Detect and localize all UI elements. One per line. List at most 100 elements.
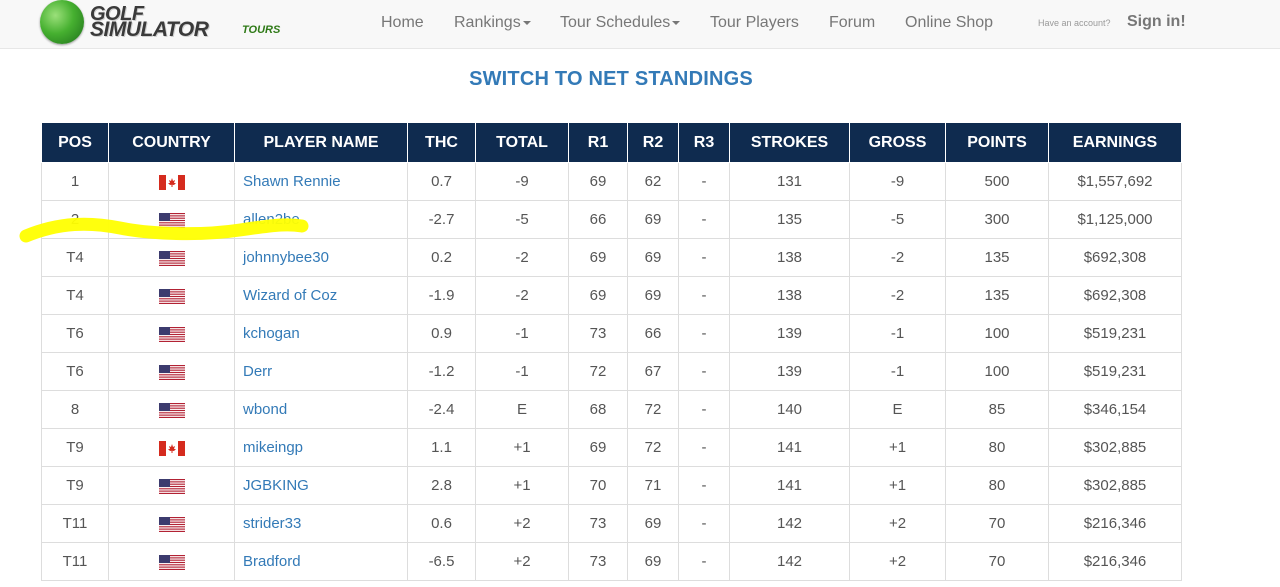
column-header-thc: THC [407, 122, 476, 163]
gross-cell: +1 [849, 428, 946, 467]
pos-cell: 8 [41, 390, 109, 429]
pos-cell: T9 [41, 428, 109, 467]
player-link[interactable]: Bradford [243, 553, 301, 570]
r1-cell: 70 [568, 466, 628, 505]
player-link[interactable]: Shawn Rennie [243, 173, 341, 190]
nav-tour-schedules-label: Tour Schedules [560, 14, 671, 31]
r3-cell: - [678, 276, 730, 315]
player-name-cell: mikeingp [234, 428, 408, 467]
table-row: 8 wbond -2.4 E 68 72-140 E 85 $346,154 [41, 390, 1182, 429]
table-row: T6 kchogan 0.9 -1 73 66-139 -1 100 $519,231 [41, 314, 1182, 353]
r1-cell: 69 [568, 162, 628, 201]
earnings-cell: $692,308 [1048, 276, 1182, 315]
usa-flag-icon [158, 288, 185, 304]
player-link[interactable]: JGBKING [243, 477, 309, 494]
player-link[interactable]: Wizard of Coz [243, 287, 338, 304]
player-name-cell: johnnybee30 [234, 238, 408, 277]
caret-down-icon [522, 20, 531, 25]
nav-home[interactable]: Home [381, 14, 424, 31]
gross-cell: E [849, 390, 946, 429]
earnings-cell: $302,885 [1048, 466, 1182, 505]
points-cell: 80 [945, 466, 1049, 505]
total-cell: E [475, 390, 569, 429]
nav-online-shop[interactable]: Online Shop [905, 14, 994, 31]
total-cell: +2 [475, 542, 569, 581]
points-cell: 85 [945, 390, 1049, 429]
country-cell [108, 428, 235, 467]
site-logo[interactable]: GOLF SIMULATOR TOURS [40, 0, 300, 46]
gross-cell: -5 [849, 200, 946, 239]
r3-cell: - [678, 390, 730, 429]
player-link[interactable]: mikeingp [243, 439, 304, 456]
r3-cell: - [678, 542, 730, 581]
gross-cell: -1 [849, 352, 946, 391]
pos-cell: 2 [41, 200, 109, 239]
points-cell: 80 [945, 428, 1049, 467]
player-link[interactable]: Derr [243, 363, 273, 380]
strokes-cell: 138 [729, 238, 850, 277]
country-cell [108, 238, 235, 277]
r3-cell: - [678, 466, 730, 505]
player-link[interactable]: strider33 [243, 515, 302, 532]
player-name-cell: Wizard of Coz [234, 276, 408, 315]
strokes-cell: 142 [729, 542, 850, 581]
player-link[interactable]: allen2be [243, 211, 300, 228]
thc-cell: 0.2 [407, 238, 476, 277]
points-cell: 70 [945, 542, 1049, 581]
earnings-cell: $216,346 [1048, 542, 1182, 581]
strokes-cell: 141 [729, 428, 850, 467]
thc-cell: -6.5 [407, 542, 476, 581]
column-header-r3: R3 [678, 122, 730, 163]
thc-cell: 0.6 [407, 504, 476, 543]
points-cell: 500 [945, 162, 1049, 201]
pos-cell: 1 [41, 162, 109, 201]
sign-in-link[interactable]: Sign in! [1127, 13, 1186, 30]
column-header-strokes: STROKES [729, 122, 850, 163]
player-name-cell: strider33 [234, 504, 408, 543]
strokes-cell: 139 [729, 314, 850, 353]
nav-forum[interactable]: Forum [829, 14, 876, 31]
total-cell: -9 [475, 162, 569, 201]
r2-cell: 69 [627, 238, 679, 277]
points-cell: 100 [945, 352, 1049, 391]
switch-to-net-standings-link[interactable]: SWITCH TO NET STANDINGS [469, 68, 753, 90]
player-link[interactable]: johnnybee30 [243, 249, 329, 266]
player-link[interactable]: kchogan [243, 325, 300, 342]
nav-tour-players[interactable]: Tour Players [710, 14, 799, 31]
caret-down-icon [672, 20, 681, 25]
r1-cell: 73 [568, 314, 628, 353]
standings-table: POS COUNTRY PLAYER NAME THC TOTAL R1 R2 R3 STROK… [41, 122, 1182, 581]
thc-cell: 0.9 [407, 314, 476, 353]
points-cell: 135 [945, 238, 1049, 277]
r2-cell: 67 [627, 352, 679, 391]
strokes-cell: 142 [729, 504, 850, 543]
canada-flag-icon [158, 174, 185, 190]
top-navbar: GOLF SIMULATOR TOURS Home Rankings Tour … [0, 0, 1280, 49]
player-name-cell: Bradford [234, 542, 408, 581]
r1-cell: 73 [568, 542, 628, 581]
strokes-cell: 131 [729, 162, 850, 201]
total-cell: +1 [475, 428, 569, 467]
gross-cell: -2 [849, 238, 946, 277]
strokes-cell: 141 [729, 466, 850, 505]
country-cell [108, 352, 235, 391]
column-header-total: TOTAL [475, 122, 569, 163]
r1-cell: 69 [568, 276, 628, 315]
table-row: T9 JGBKING 2.8 +1 70 71-141 +1 80 $302,885 [41, 466, 1182, 505]
pos-cell: T6 [41, 352, 109, 391]
nav-tour-schedules-dropdown[interactable]: Tour Schedules [560, 13, 681, 33]
points-cell: 300 [945, 200, 1049, 239]
r1-cell: 69 [568, 428, 628, 467]
table-row: T4 Wizard of Coz -1.9 -2 69 69-138 -2 135 $692,3… [41, 276, 1182, 315]
points-cell: 135 [945, 276, 1049, 315]
thc-cell: -1.9 [407, 276, 476, 315]
country-cell [108, 466, 235, 505]
total-cell: -2 [475, 276, 569, 315]
column-header-player-name: PLAYER NAME [234, 122, 408, 163]
earnings-cell: $1,125,000 [1048, 200, 1182, 239]
player-link[interactable]: wbond [243, 401, 288, 418]
r2-cell: 69 [627, 504, 679, 543]
usa-flag-icon [158, 364, 185, 380]
logo-text-simulator: SIMULATOR [90, 18, 209, 41]
nav-rankings-dropdown[interactable]: Rankings [454, 13, 531, 33]
